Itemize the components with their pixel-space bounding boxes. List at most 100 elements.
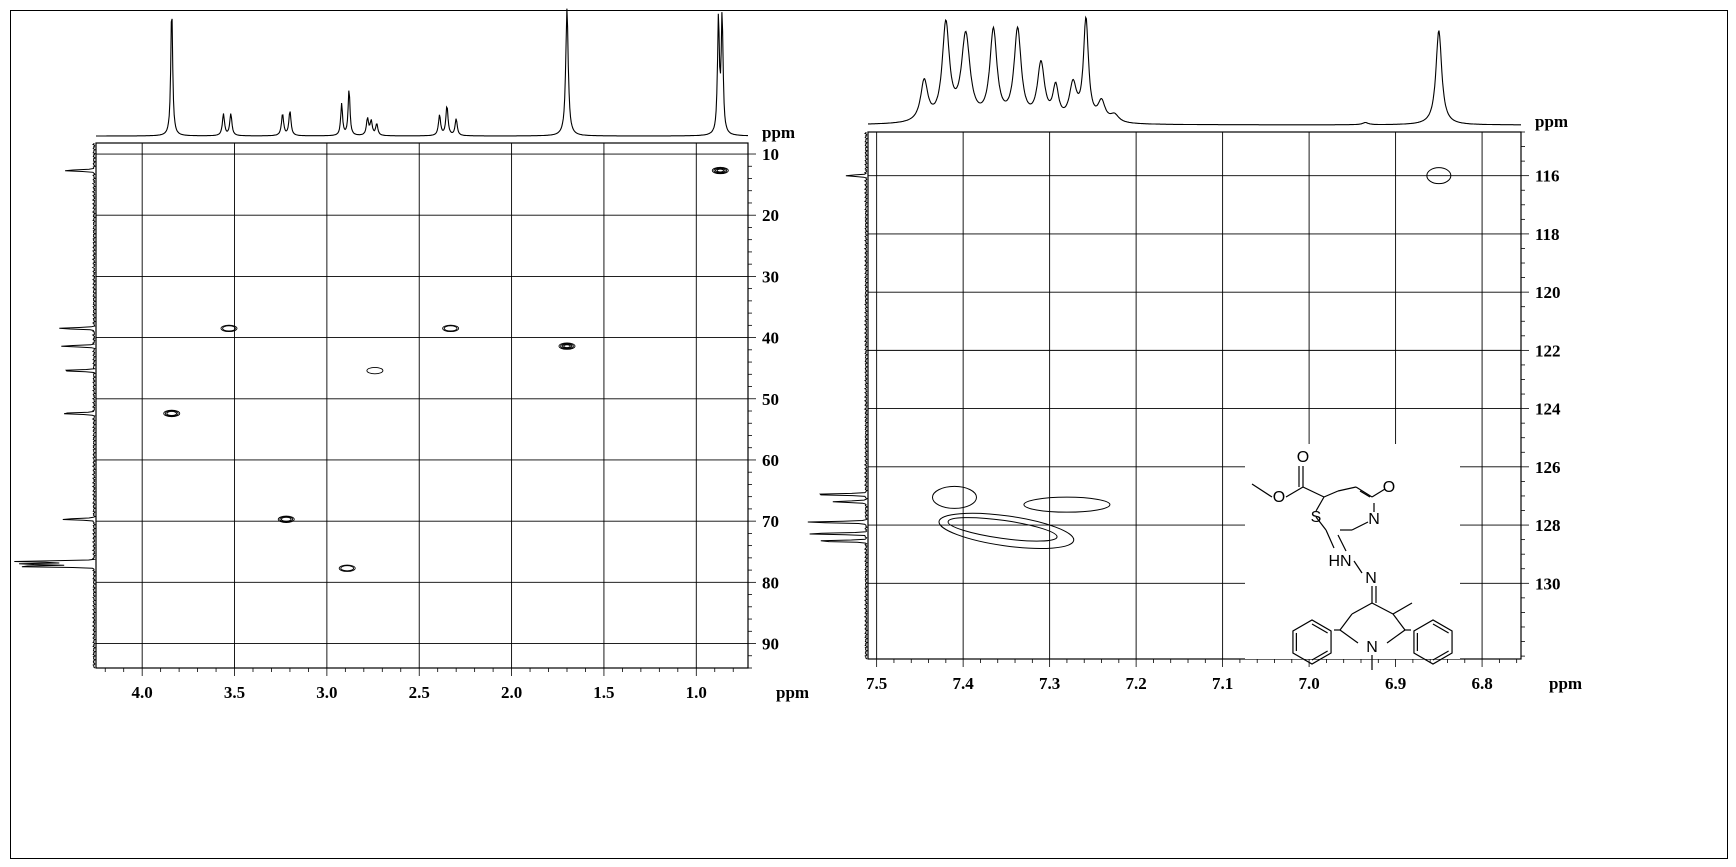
cross-peak: [366, 366, 384, 375]
y-tick-label: 126: [1535, 458, 1561, 477]
atom-label: HN: [1328, 553, 1351, 570]
x-tick-label: 3.0: [316, 683, 337, 702]
cross-peak: [563, 344, 571, 348]
y-tick-label: 116: [1535, 167, 1560, 186]
x-tick-label: 6.8: [1471, 674, 1492, 693]
cross-peak: [716, 168, 724, 173]
x-tick-label: 7.0: [1298, 674, 1319, 693]
cross-peak: [1426, 167, 1452, 185]
y-tick-label: 70: [762, 512, 779, 531]
y-tick-label: 60: [762, 451, 779, 470]
cross-peak: [561, 343, 573, 349]
bond: [1353, 560, 1363, 574]
x-axis-unit-label: ppm: [776, 683, 809, 702]
chemical-structure-inset: O O O S N HN N N: [1245, 444, 1460, 670]
cross-peak: [713, 167, 728, 174]
bond: [1351, 602, 1373, 615]
inset-background: [1245, 444, 1460, 659]
carbon-projection-trace: [14, 142, 97, 669]
cross-peak: [338, 564, 356, 572]
y-tick-label: 128: [1535, 516, 1561, 535]
bond: [1432, 650, 1449, 661]
x-tick-label: 2.5: [409, 683, 430, 702]
cross-peak: [442, 324, 460, 333]
x-tick-label: 1.0: [686, 683, 707, 702]
cross-peak: [931, 485, 977, 509]
cross-peak: [280, 516, 292, 522]
cross-peak: [163, 409, 181, 418]
bond: [1371, 602, 1394, 615]
y-tick-label: 118: [1535, 225, 1560, 244]
y-tick-label: 40: [762, 329, 779, 348]
x-tick-label: 4.0: [132, 683, 153, 702]
y-tick-label: 20: [762, 206, 779, 225]
figure-frame: [10, 10, 1728, 859]
phenyl-ring: [1413, 619, 1453, 665]
bond: [1371, 488, 1386, 498]
bond: [1337, 486, 1357, 492]
bond: [1302, 486, 1325, 498]
plot-area: [867, 131, 1522, 660]
cross-peak: [715, 168, 726, 173]
bond: [1432, 623, 1449, 634]
bond: [1392, 613, 1406, 631]
cross-peak: [277, 515, 295, 523]
cross-peak: [166, 411, 177, 416]
cross-peak: [222, 325, 236, 332]
y-axis-unit-label: ppm: [762, 123, 795, 142]
y-tick-label: 80: [762, 573, 779, 592]
bond: [1325, 529, 1335, 549]
cross-peak: [220, 324, 238, 333]
bond: [1355, 486, 1373, 498]
y-axis-unit-label: ppm: [1535, 112, 1568, 131]
plot-area: [95, 142, 749, 669]
y-tick-label: 30: [762, 267, 779, 286]
cross-peak: [560, 343, 574, 350]
y-tick-label: 90: [762, 635, 779, 654]
bond: [1323, 490, 1339, 498]
bond: [1359, 490, 1371, 498]
y-tick-label: 124: [1535, 400, 1561, 419]
bond: [1392, 602, 1413, 615]
x-tick-label: 7.2: [1125, 674, 1146, 693]
cross-peak: [947, 517, 1058, 542]
cross-peak: [1023, 496, 1111, 513]
x-tick-label: 6.9: [1385, 674, 1406, 693]
cross-peak: [164, 410, 179, 417]
bond: [1337, 534, 1347, 552]
cross-peak: [279, 516, 294, 523]
y-tick-label: 130: [1535, 574, 1561, 593]
proton-projection-trace: [96, 8, 748, 137]
bond: [1315, 516, 1327, 531]
y-tick-label: 10: [762, 145, 779, 164]
atom-label: O: [1297, 449, 1309, 466]
x-tick-label: 3.5: [224, 683, 245, 702]
y-tick-label: 122: [1535, 341, 1561, 360]
bond: [1311, 623, 1328, 634]
cross-peak: [340, 565, 355, 572]
cross-peak: [558, 342, 576, 350]
cross-peak: [711, 166, 729, 175]
atom-label: O: [1273, 489, 1285, 506]
carbon-projection-trace: [807, 131, 869, 660]
x-tick-label: 7.4: [953, 674, 975, 693]
bond: [1285, 486, 1304, 498]
bond: [1351, 521, 1369, 531]
atom-label: O: [1383, 479, 1395, 496]
cross-peak: [443, 325, 458, 332]
chart-panel-1: 4.0 3.5 3.0 2.5 2.0 1.5 1.0 10 20 30 40 50 60 70 80 90 p…: [14, 8, 809, 702]
y-tick-label: 120: [1535, 283, 1561, 302]
cross-peak: [938, 512, 1075, 550]
atom-label: N: [1365, 570, 1377, 587]
bond: [1315, 496, 1325, 512]
x-axis-unit-label: ppm: [1549, 674, 1582, 693]
x-tick-label: 7.1: [1212, 674, 1233, 693]
atom-label: N: [1368, 511, 1380, 528]
bond: [1339, 613, 1353, 631]
bond: [1339, 629, 1359, 644]
y-tick-label: 50: [762, 390, 779, 409]
x-tick-label: 2.0: [501, 683, 522, 702]
atom-label: S: [1311, 509, 1322, 526]
x-tick-label: 7.5: [866, 674, 887, 693]
